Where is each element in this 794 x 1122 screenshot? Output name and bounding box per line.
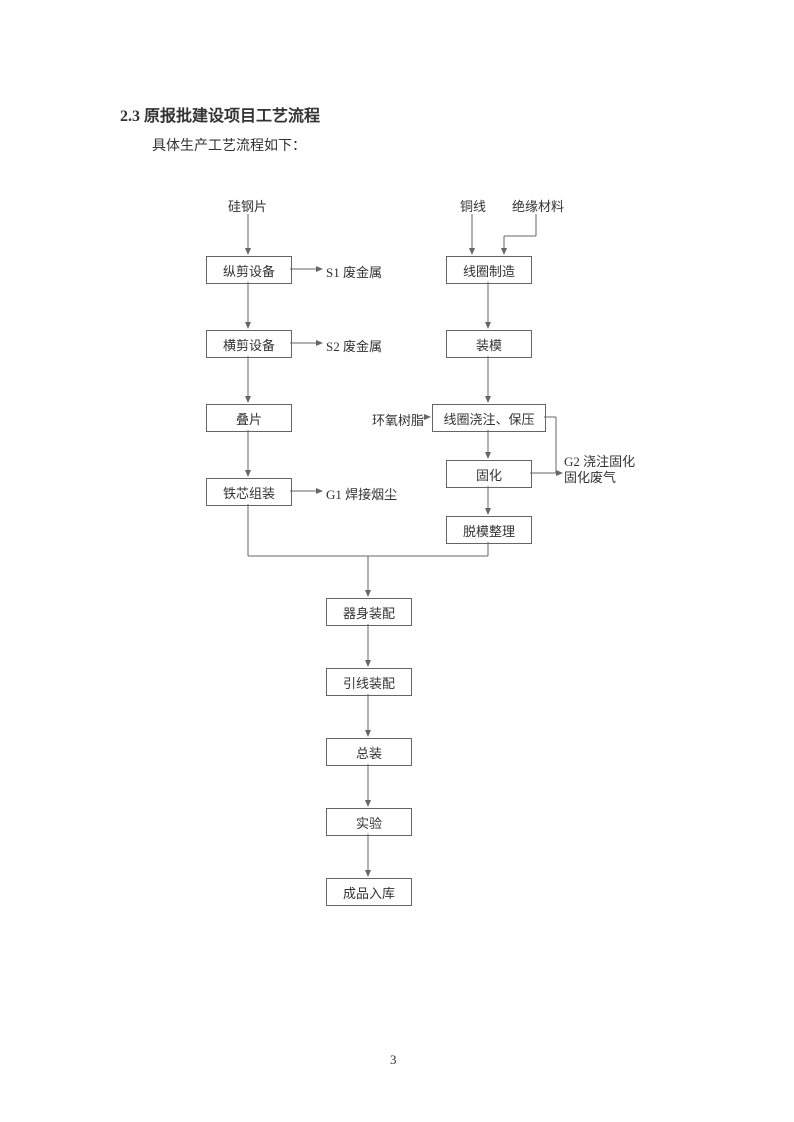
page: 2.3 原报批建设项目工艺流程 具体生产工艺流程如下： 硅钢片 铜线 绝缘材料 …: [0, 0, 794, 1122]
flowchart-connectors: [0, 0, 794, 1122]
